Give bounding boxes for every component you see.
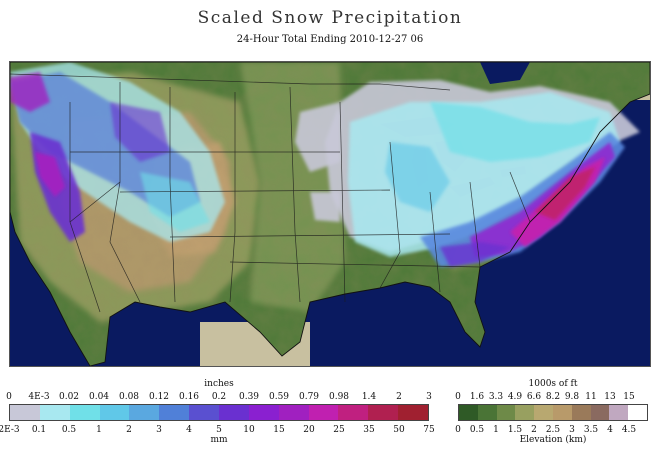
elevation-legend-title-ft: 1000s of ft [528,379,578,389]
precip-tick-label: 50 [393,425,405,435]
elev-swatch [552,405,572,420]
precip-tick-label: 0.5 [61,425,77,435]
precip-tick-label: 2 [126,425,132,435]
precip-tick-label: 10 [243,425,255,435]
state-borders [10,73,531,313]
precip-tick-label: 20 [303,425,315,435]
precip-tick-label: 3 [156,425,162,435]
elev-tick-label: 3.3 [488,392,504,402]
precip-tick-label: 0.02 [58,392,80,402]
elev-tick-label: 1 [493,425,499,435]
elev-swatch [628,405,647,420]
elev-tick-label: 2.5 [545,425,561,435]
elev-tick-label: 6.6 [526,392,542,402]
precip-swatch [278,405,309,420]
precip-tick-label: 0.79 [298,392,320,402]
precip-swatch [308,405,339,420]
precip-tick-label: 1.4 [361,392,377,402]
precip-tick-label: 0.98 [328,392,350,402]
elevation-legend-title-km: Elevation (km) [519,435,587,445]
precip-tick-label: 35 [363,425,375,435]
elev-tick-label: 11 [585,392,597,402]
precip-tick-label: 15 [273,425,285,435]
precip-tick-label: 25 [333,425,345,435]
map-image [10,62,650,366]
precip-tick-label: 0.08 [118,392,140,402]
precip-color-bar [9,404,429,421]
precip-swatch [189,405,220,420]
precip-tick-label: 75 [423,425,435,435]
elev-tick-label: 4.5 [621,425,637,435]
precip-tick-label: 0.16 [178,392,200,402]
precip-swatch [69,405,100,420]
snow-coverage [10,62,640,267]
elev-swatch [477,405,497,420]
elev-tick-label: 15 [623,392,635,402]
elev-swatch [496,405,516,420]
precip-tick-label: 1 [96,425,102,435]
precip-tick-label: 3 [426,392,432,402]
map-subtitle: 24-Hour Total Ending 2010-12-27 06 [236,34,424,45]
precip-legend-title-mm: mm [210,435,228,445]
elev-tick-label: 0 [455,425,461,435]
precip-top-ticks: 0 4E-3 0.02 0.04 0.08 0.12 0.16 0.2 0.39 0.59 0.79… [6,392,432,403]
elev-tick-label: 9.8 [564,392,580,402]
elev-swatch [534,405,553,420]
precip-swatch [219,405,249,420]
elevation-bottom-ticks: 0 0.5 1 1.5 2 2.5 3 3.5 4 4.5 [455,425,648,436]
precip-tick-label: 0.12 [148,392,170,402]
elev-tick-label: 1.6 [469,392,485,402]
precip-tick-label: 0.04 [88,392,110,402]
precip-swatch [368,405,399,420]
precip-tick-label: 5 [216,425,222,435]
precip-tick-label: 2E-3 [0,425,20,435]
elev-tick-label: 13 [604,392,616,402]
elev-tick-label: 0 [455,392,461,402]
precip-tick-label: 4E-3 [28,392,50,402]
precip-swatch [398,405,429,420]
elev-swatch [609,405,629,420]
elevation-color-bar [458,404,648,421]
precip-legend-title-inches: inches [204,379,234,389]
coastline [10,62,650,366]
precip-legend: inches 0 4E-3 0.02 0.04 0.08 0.12 0.16 0.2 0.39 0… [0,379,435,449]
precip-tick-label: 4 [186,425,192,435]
elevation-top-ticks: 0 1.6 3.3 4.9 6.6 8.2 9.8 11 13 15 [455,392,648,403]
precip-tick-label: 0.2 [211,392,227,402]
precip-tick-label: 0 [6,392,12,402]
elev-tick-label: 3.5 [583,425,599,435]
precip-swatch [129,405,160,420]
elev-tick-label: 0.5 [469,425,485,435]
snow-map [9,61,651,367]
elev-tick-label: 2 [531,425,537,435]
precip-swatch [159,405,190,420]
elev-tick-label: 3 [569,425,575,435]
elev-swatch [515,405,535,420]
precip-tick-label: 2 [396,392,402,402]
elev-swatch [459,405,478,420]
precip-tick-label: 0.1 [31,425,47,435]
elev-swatch [571,405,591,420]
precip-tick-label: 0.59 [268,392,290,402]
precip-swatch [338,405,369,420]
elev-tick-label: 1.5 [507,425,523,435]
precip-swatch [10,405,40,420]
precip-swatch [99,405,130,420]
precip-tick-label: 0.39 [238,392,260,402]
precip-swatch [248,405,279,420]
precip-bottom-ticks: 2E-3 0.1 0.5 1 2 3 4 5 10 15 20 25 35 50 75 [0,425,435,436]
elev-swatch [590,405,610,420]
map-title: Scaled Snow Precipitation [197,8,463,28]
elev-tick-label: 8.2 [545,392,561,402]
elev-tick-label: 4.9 [507,392,523,402]
elev-tick-label: 4 [607,425,613,435]
precip-swatch [39,405,70,420]
